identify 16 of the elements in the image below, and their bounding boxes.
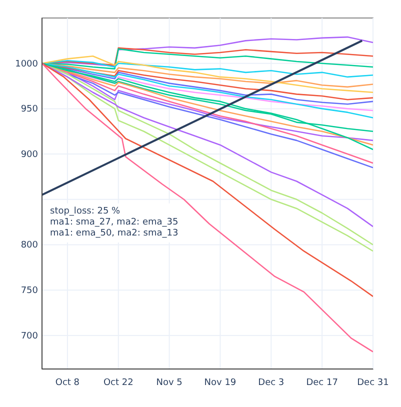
x-tick-label: Dec 17 bbox=[306, 378, 338, 388]
annotation: ma1: sma_27, ma2: ema_35 bbox=[50, 217, 178, 228]
x-tick-label: Nov 5 bbox=[156, 378, 182, 388]
y-tick-label: 1000 bbox=[15, 59, 38, 70]
y-tick-label: 750 bbox=[20, 286, 38, 296]
x-tick-label: Oct 22 bbox=[103, 378, 134, 388]
annotation: stop_loss: 25 % bbox=[50, 206, 121, 216]
y-tick-label: 800 bbox=[20, 240, 38, 251]
x-tick-label: Nov 19 bbox=[204, 378, 236, 388]
y-tick-label: 700 bbox=[20, 331, 38, 342]
y-tick-label: 950 bbox=[20, 104, 38, 115]
x-tick-label: Dec 3 bbox=[258, 378, 284, 388]
x-tick-label: Oct 8 bbox=[55, 378, 80, 388]
x-tick-label: Dec 31 bbox=[357, 378, 389, 388]
annotation: ma1: ema_50, ma2: sma_13 bbox=[50, 228, 178, 238]
y-tick-label: 900 bbox=[20, 150, 38, 160]
